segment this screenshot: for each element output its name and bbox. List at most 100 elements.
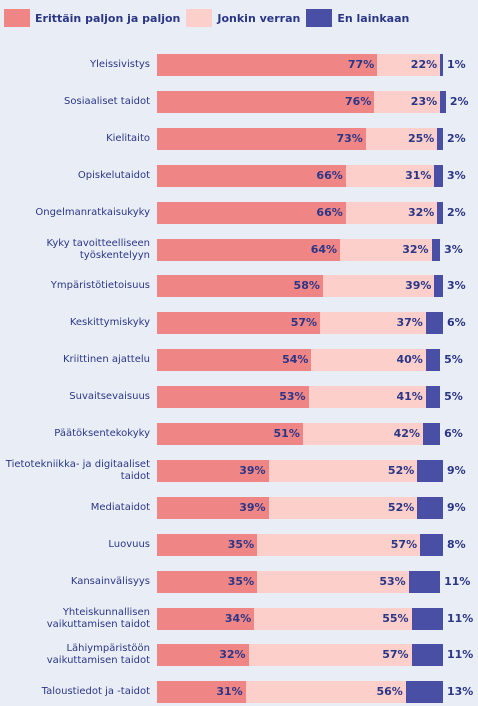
value-label: 2% — [449, 94, 469, 108]
value-label: 25% — [407, 131, 435, 145]
value-label: 39% — [239, 463, 266, 477]
value-label: 11% — [444, 574, 471, 588]
value-label: 2% — [447, 131, 466, 145]
value-label: 41% — [396, 390, 423, 404]
bar-segment — [157, 607, 255, 630]
value-label: 51% — [273, 427, 300, 440]
value-label: 34% — [224, 611, 252, 625]
bar-segment — [417, 459, 443, 482]
category-label: Kyky tavoitteelliseen työskentelyyn — [46, 237, 150, 261]
bar-segment — [437, 127, 443, 150]
legend-swatch — [306, 9, 333, 27]
bar-segment — [420, 533, 443, 556]
value-label: 52% — [387, 500, 415, 514]
bar-segment — [302, 423, 423, 445]
value-label: 8% — [447, 537, 466, 551]
legend-label: Erittäin paljon ja paljon — [35, 11, 181, 25]
value-label: 53% — [379, 574, 406, 588]
value-label: 55% — [382, 611, 409, 625]
value-label: 11% — [447, 648, 474, 662]
category-label: Kansainvälisyys — [70, 575, 150, 587]
value-label: 53% — [279, 390, 306, 404]
bar-segment — [157, 238, 341, 261]
value-label: 37% — [396, 316, 423, 330]
bar-segment — [157, 533, 258, 556]
bar-segment — [157, 312, 321, 335]
value-label: 64% — [310, 242, 338, 256]
value-label: 40% — [396, 353, 423, 367]
bar-segment — [157, 423, 303, 445]
bar-segment — [437, 201, 443, 224]
value-label: 56% — [376, 685, 403, 699]
category-label: Mediataidot — [90, 501, 150, 513]
legend-item: Erittäin paljon ja paljon — [4, 9, 180, 27]
value-label: 6% — [444, 427, 463, 440]
bar-segment — [434, 275, 443, 298]
value-label: 39% — [405, 279, 432, 293]
bar-segment — [425, 386, 441, 409]
bar-segment — [340, 238, 432, 261]
bar-segment — [440, 54, 443, 76]
category-label: Keskittymiskyky — [69, 317, 150, 329]
value-label: 42% — [393, 427, 420, 440]
value-label: 5% — [444, 390, 463, 404]
value-label: 66% — [316, 168, 343, 182]
category-label: Ympäristötietoisuus — [50, 280, 150, 292]
bar-segment — [322, 275, 435, 298]
value-label: 3% — [447, 168, 466, 182]
category-label: Sosiaaliset taidot — [64, 95, 150, 107]
bar-segment — [374, 90, 441, 113]
category-label: Taloustiedot ja -taidot — [41, 686, 150, 698]
bar-segment — [308, 386, 426, 409]
value-label: 35% — [227, 574, 255, 588]
category-label: Opiskelutaidot — [77, 169, 150, 181]
bar-segment — [345, 201, 438, 224]
value-label: 31% — [405, 168, 432, 182]
value-label: 6% — [447, 316, 466, 330]
legend-item: En lainkaan — [306, 9, 409, 27]
bar-segment — [157, 127, 366, 150]
bar-segment — [157, 570, 258, 593]
value-label: 77% — [347, 58, 375, 71]
legend-label: Jonkin verran — [217, 11, 301, 25]
bar-segment — [157, 90, 375, 113]
category-label: Kielitaito — [106, 132, 150, 144]
value-label: 76% — [345, 94, 372, 108]
value-label: 66% — [316, 205, 343, 219]
bar-segment — [320, 312, 426, 335]
value-label: 9% — [447, 463, 466, 477]
value-label: 22% — [410, 58, 438, 71]
value-label: 3% — [444, 242, 463, 256]
value-label: 2% — [447, 205, 466, 219]
value-label: 32% — [219, 648, 246, 662]
bar-segment — [157, 349, 312, 372]
bar-segment — [405, 681, 443, 704]
bar-segment — [257, 533, 421, 556]
bar-segment — [157, 681, 246, 704]
category-label: Yhteiskunnallisen vaikuttamisen taidot — [46, 606, 150, 630]
bar-segment — [425, 349, 441, 372]
value-label: 52% — [387, 463, 415, 477]
bar-segment — [257, 570, 409, 593]
bar-segment — [157, 386, 309, 409]
bar-segment — [431, 238, 441, 261]
bar-segment — [425, 312, 443, 335]
value-label: 39% — [239, 500, 266, 514]
value-label: 57% — [382, 648, 409, 662]
bar-segment — [254, 607, 412, 630]
legend-item: Jonkin verran — [186, 9, 300, 27]
value-label: 5% — [444, 353, 463, 367]
bar-segment — [345, 164, 435, 187]
value-label: 57% — [290, 316, 318, 330]
category-label: Yleissivistys — [90, 59, 150, 70]
bar-segment — [248, 644, 412, 667]
bar-segment — [245, 681, 406, 704]
category-label: Tietotekniikka- ja digitaaliset taidot — [5, 458, 150, 482]
value-label: 54% — [282, 353, 309, 367]
value-label: 32% — [407, 205, 435, 219]
legend-swatch — [186, 9, 213, 27]
value-label: 1% — [447, 58, 466, 71]
bar-segment — [157, 459, 269, 482]
legend-swatch — [4, 9, 30, 27]
